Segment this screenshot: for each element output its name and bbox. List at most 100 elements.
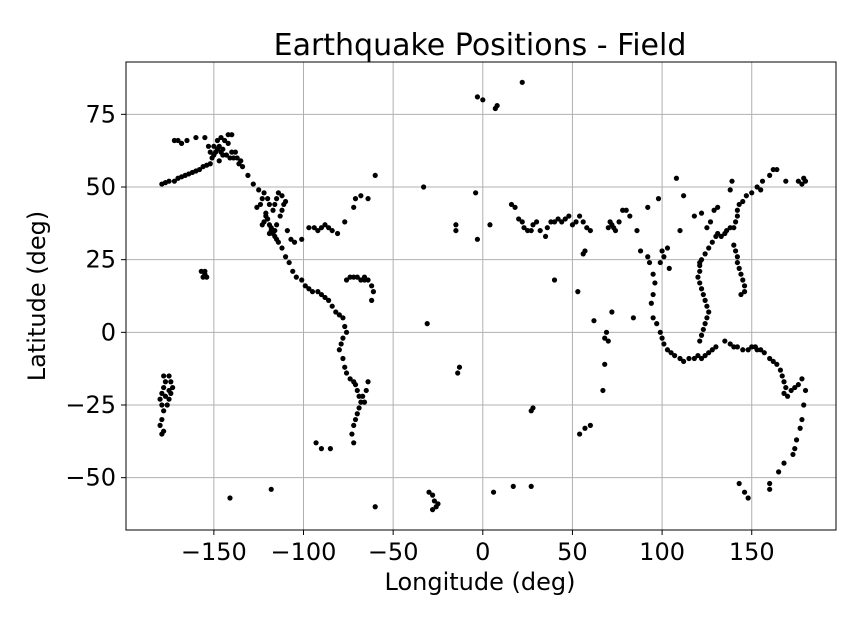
data-point — [591, 318, 597, 324]
data-point — [548, 219, 554, 225]
data-point — [284, 227, 290, 234]
data-point — [354, 274, 360, 280]
data-point — [352, 382, 359, 388]
data-point — [351, 440, 357, 446]
y-axis-label: Latitude (deg) — [23, 211, 51, 381]
data-point — [216, 158, 222, 164]
data-point — [318, 446, 325, 452]
data-point — [691, 213, 697, 219]
data-point — [731, 344, 737, 350]
data-point — [537, 227, 543, 234]
data-point — [279, 245, 285, 251]
data-point — [519, 219, 525, 225]
data-point — [354, 387, 360, 394]
data-point — [351, 274, 357, 280]
data-point — [510, 483, 516, 489]
data-point — [706, 350, 712, 356]
data-point — [456, 364, 463, 370]
data-point — [370, 289, 377, 295]
data-point — [784, 393, 791, 399]
data-point — [272, 227, 278, 234]
data-point — [745, 495, 751, 501]
data-point — [575, 289, 581, 295]
data-point — [792, 384, 798, 391]
data-point — [555, 216, 561, 222]
data-point — [646, 259, 653, 266]
data-point — [309, 289, 316, 295]
data-point — [254, 204, 260, 210]
data-point — [770, 358, 776, 365]
data-point — [795, 178, 801, 184]
data-point — [421, 184, 427, 190]
data-point — [801, 175, 807, 181]
data-point — [200, 274, 206, 280]
data-point — [204, 274, 210, 280]
data-point — [512, 204, 518, 210]
data-point — [673, 175, 680, 181]
data-point — [799, 416, 805, 423]
data-point — [731, 242, 737, 248]
data-point — [342, 323, 348, 330]
data-point — [473, 190, 479, 196]
y-tick-label: 75 — [85, 100, 116, 128]
data-point — [342, 219, 348, 225]
data-point — [715, 204, 721, 210]
data-point — [358, 399, 364, 405]
data-point — [268, 486, 274, 492]
data-point — [657, 329, 663, 335]
data-point — [315, 289, 321, 295]
data-point — [697, 280, 703, 286]
data-point — [698, 286, 705, 292]
data-point — [159, 431, 165, 437]
data-point — [207, 161, 213, 167]
data-point — [672, 352, 678, 359]
data-point — [525, 227, 531, 234]
data-point — [207, 149, 213, 155]
data-point — [774, 166, 780, 173]
data-point — [530, 405, 536, 411]
data-point — [342, 364, 348, 370]
data-point — [426, 489, 432, 495]
data-point — [745, 347, 751, 353]
data-point — [261, 190, 267, 196]
data-point — [677, 355, 683, 362]
data-point — [250, 181, 256, 187]
data-point — [788, 387, 794, 394]
data-point — [551, 219, 558, 225]
data-point — [602, 335, 608, 341]
data-point — [166, 387, 172, 394]
x-tick-label: −100 — [271, 538, 337, 566]
data-point — [275, 239, 281, 245]
x-tick-label: 0 — [475, 538, 490, 566]
data-point — [657, 259, 663, 266]
data-point — [582, 425, 588, 431]
data-point — [577, 431, 583, 437]
data-point — [637, 248, 644, 254]
data-point — [802, 387, 809, 394]
data-point — [162, 379, 169, 385]
data-point — [727, 187, 733, 193]
data-point — [230, 155, 237, 161]
data-point — [724, 227, 730, 234]
data-point — [455, 370, 461, 376]
data-point — [196, 166, 203, 173]
data-point — [698, 332, 705, 338]
data-point — [551, 277, 558, 283]
data-point — [736, 265, 742, 271]
data-point — [220, 152, 226, 158]
data-point — [232, 149, 238, 155]
data-point — [216, 143, 222, 149]
data-point — [279, 207, 285, 213]
data-point — [352, 416, 359, 423]
data-point — [758, 347, 764, 353]
data-point — [779, 373, 785, 379]
data-point — [793, 437, 800, 443]
data-point — [702, 321, 708, 327]
data-point — [322, 294, 328, 301]
data-point — [202, 134, 208, 141]
data-point — [681, 193, 687, 199]
data-point — [711, 207, 717, 213]
data-point — [490, 489, 497, 495]
data-point — [709, 239, 715, 245]
